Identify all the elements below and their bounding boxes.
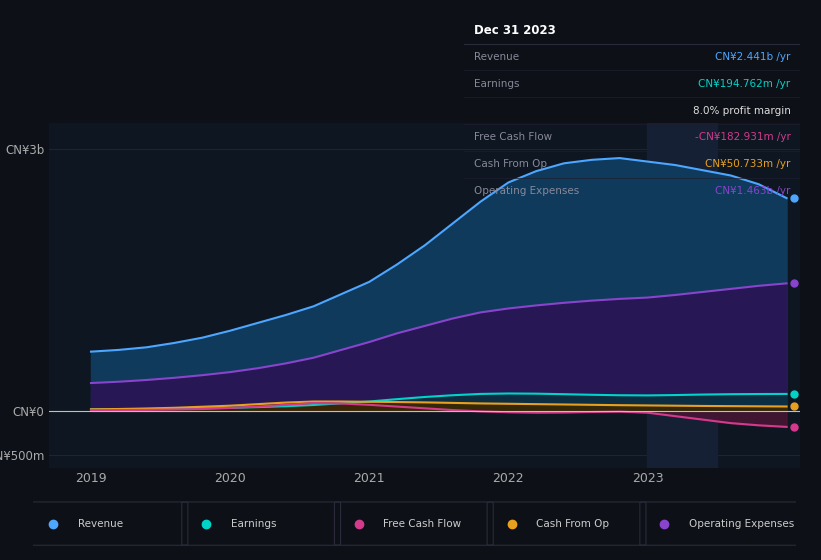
Bar — [648, 123, 717, 468]
Text: Earnings: Earnings — [231, 519, 276, 529]
Text: -CN¥182.931m /yr: -CN¥182.931m /yr — [695, 132, 791, 142]
Text: 8.0% profit margin: 8.0% profit margin — [692, 106, 791, 115]
Text: Free Cash Flow: Free Cash Flow — [474, 132, 552, 142]
Text: CN¥194.762m /yr: CN¥194.762m /yr — [698, 79, 791, 89]
Text: CN¥1.463b /yr: CN¥1.463b /yr — [715, 186, 791, 196]
Text: CN¥2.441b /yr: CN¥2.441b /yr — [715, 52, 791, 62]
Text: Cash From Op: Cash From Op — [474, 159, 547, 169]
Text: CN¥50.733m /yr: CN¥50.733m /yr — [705, 159, 791, 169]
Text: Operating Expenses: Operating Expenses — [689, 519, 794, 529]
Text: Free Cash Flow: Free Cash Flow — [383, 519, 461, 529]
Text: Cash From Op: Cash From Op — [536, 519, 609, 529]
Text: Dec 31 2023: Dec 31 2023 — [474, 24, 556, 37]
Text: Revenue: Revenue — [78, 519, 123, 529]
Text: Revenue: Revenue — [474, 52, 519, 62]
Text: Earnings: Earnings — [474, 79, 520, 89]
Text: Operating Expenses: Operating Expenses — [474, 186, 579, 196]
